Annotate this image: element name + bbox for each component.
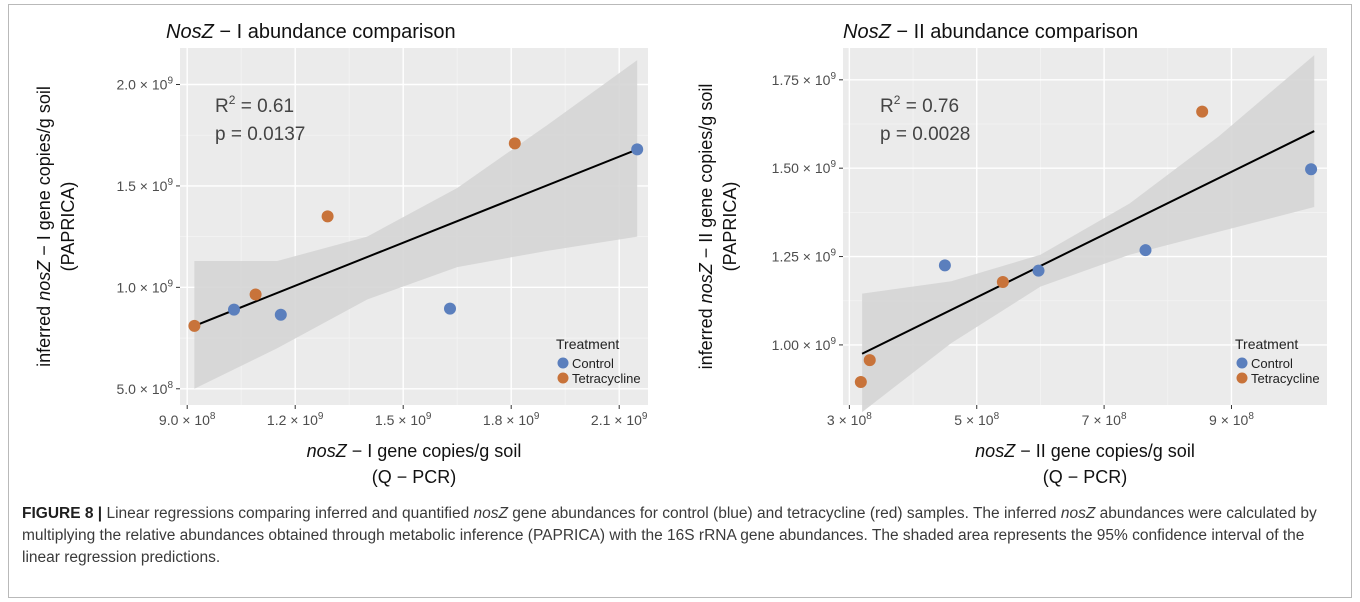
y-axis-label-line2: (PAPRICA) <box>720 182 740 272</box>
caption-label: FIGURE 8 | <box>22 505 103 522</box>
data-point-tetracycline <box>996 275 1009 288</box>
caption-text-3: abundances were calculated by multiplyin… <box>22 505 1317 566</box>
legend-marker-control <box>557 357 569 369</box>
confidence-band <box>862 55 1315 413</box>
x-axis-label-line2: (Q − PCR) <box>372 467 457 487</box>
x-tick-label: 3 × 108 <box>827 411 872 428</box>
legend-label-tetracycline: Tetracycline <box>1251 371 1320 386</box>
data-point-control <box>274 308 287 321</box>
y-tick-label: 1.75 × 109 <box>772 71 837 88</box>
figure-frame <box>8 4 1352 598</box>
legend-marker-control <box>1236 357 1248 369</box>
legend-marker-tetracycline <box>557 372 569 384</box>
figure-plots: 9.0 × 108 1.2 × 109 1.5 × 109 1.8 × 109 2.1 … <box>34 21 1327 487</box>
data-point-control <box>444 302 456 315</box>
y-tick-label: 1.00 × 109 <box>772 336 837 353</box>
data-point-tetracycline <box>249 288 262 301</box>
p-value-annotation: p = 0.0137 <box>215 124 305 145</box>
x-tick-label: 7 × 108 <box>1082 411 1127 428</box>
data-point-control <box>631 143 644 156</box>
data-point-tetracycline <box>1196 105 1209 118</box>
data-point-control <box>938 259 951 272</box>
y-tick-label: 1.25 × 109 <box>772 248 837 265</box>
data-point-tetracycline <box>854 376 867 389</box>
legend-title: Treatment <box>556 336 619 352</box>
x-axis-label: nosZ − I gene copies/g soil <box>307 441 522 461</box>
x-tick-label: 5 × 108 <box>954 411 999 428</box>
x-axis-label: nosZ − II gene copies/g soil <box>975 441 1195 461</box>
caption-text-1: Linear regressions comparing inferred an… <box>102 505 474 522</box>
x-tick-label: 2.1 × 109 <box>591 411 648 428</box>
x-tick-label: 1.5 × 109 <box>375 411 432 428</box>
chart-title: NosZ − I abundance comparison <box>166 21 456 43</box>
data-point-tetracycline <box>863 354 876 367</box>
data-point-tetracycline <box>188 319 201 332</box>
confidence-band <box>194 60 638 389</box>
y-tick-label: 1.0 × 109 <box>116 278 173 295</box>
y-tick-label: 1.50 × 109 <box>772 159 837 176</box>
legend-label-control: Control <box>1251 356 1293 371</box>
y-axis-label: inferred nosZ − I gene copies/g soil <box>34 86 54 367</box>
legend-marker-tetracycline <box>1236 372 1248 384</box>
r-squared-annotation: R2 = 0.76 <box>880 93 959 117</box>
plot-nosz-i: 9.0 × 108 1.2 × 109 1.5 × 109 1.8 × 109 2.1 … <box>34 21 648 487</box>
caption-text-2: gene abundances for control (blue) and t… <box>507 505 1061 522</box>
data-point-tetracycline <box>321 210 334 223</box>
caption-italic-1: nosZ <box>473 505 508 522</box>
y-tick-label: 5.0 × 108 <box>116 380 173 397</box>
data-point-control <box>228 303 240 316</box>
legend-label-tetracycline: Tetracycline <box>572 371 641 386</box>
x-tick-label: 1.2 × 109 <box>267 411 324 428</box>
y-tick-label: 2.0 × 109 <box>116 76 173 93</box>
regression-line <box>194 148 638 327</box>
x-tick-label: 1.8 × 109 <box>483 411 540 428</box>
y-axis-label-line2: (PAPRICA) <box>58 182 78 272</box>
data-point-control <box>1032 264 1045 277</box>
y-axis-label: inferred nosZ − II gene copies/g soil <box>696 84 716 370</box>
p-value-annotation: p = 0.0028 <box>880 124 970 145</box>
plot-nosz-ii: 3 × 108 5 × 108 7 × 108 9 × 108 1.00 × 109 1.… <box>696 21 1327 487</box>
regression-line <box>861 130 1315 355</box>
x-tick-label: 9.0 × 108 <box>159 411 216 428</box>
legend-title: Treatment <box>1235 336 1298 352</box>
x-tick-label: 9 × 108 <box>1209 411 1254 428</box>
legend-label-control: Control <box>572 356 614 371</box>
data-point-control <box>1305 163 1318 176</box>
r-squared-annotation: R2 = 0.61 <box>215 93 294 117</box>
data-point-control <box>1139 244 1152 257</box>
data-point-tetracycline <box>508 137 521 150</box>
figure-caption: FIGURE 8 | Linear regressions comparing … <box>22 503 1332 569</box>
caption-italic-2: nosZ <box>1060 505 1096 522</box>
y-tick-label: 1.5 × 109 <box>116 177 173 194</box>
chart-title: NosZ − II abundance comparison <box>843 21 1138 43</box>
x-axis-label-line2: (Q − PCR) <box>1043 467 1128 487</box>
